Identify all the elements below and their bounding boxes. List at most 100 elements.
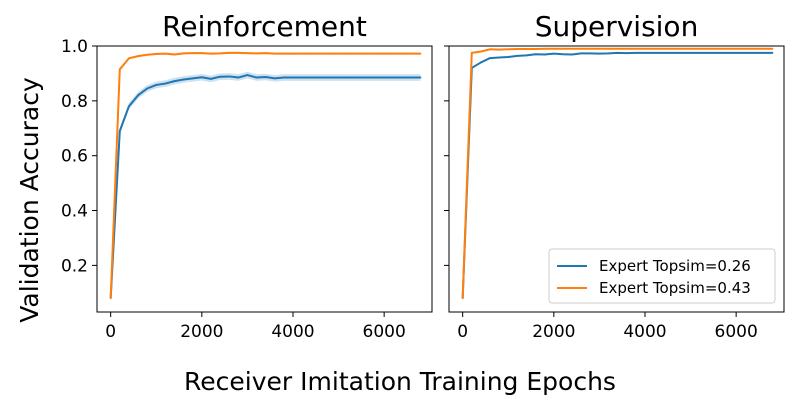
y-tick-label: 0.6 (61, 147, 88, 167)
series-2-band (110, 51, 421, 300)
series-2-point (735, 47, 737, 50)
y-tick-label: 1.0 (61, 37, 88, 57)
series-1-point (516, 55, 519, 57)
series-2-point (753, 47, 756, 50)
x-tick-label: 2000 (532, 322, 575, 342)
series-2-point (461, 297, 464, 300)
series-1-point (625, 52, 628, 54)
series-1-point (292, 76, 294, 79)
series-2-point (534, 48, 537, 50)
series-2-point (553, 47, 555, 50)
series-2-point (201, 52, 203, 54)
series-1-point (589, 52, 592, 55)
series-1-point (219, 75, 221, 78)
series-1-point (237, 76, 240, 79)
series-2-point (635, 47, 637, 50)
series-1-point (118, 130, 121, 132)
series-1-point (644, 52, 646, 54)
x-tick-label: 6000 (715, 322, 758, 342)
series-1-point (310, 76, 313, 79)
series-1-point (717, 52, 719, 54)
series-2-point (173, 53, 176, 56)
series-1-point (753, 52, 756, 54)
series-1-point (346, 76, 349, 79)
x-tick-label: 2000 (180, 322, 223, 342)
x-tick-label: 0 (105, 322, 116, 342)
series-2-point (137, 55, 139, 57)
series-1-line (109, 74, 421, 299)
series-2-point (264, 52, 267, 54)
series-1-point (562, 53, 564, 56)
series-2-point (771, 47, 774, 50)
y-tick-label: 0.8 (61, 92, 88, 112)
series-2-point (118, 68, 121, 71)
series-2-point (516, 48, 519, 50)
series-2-point (589, 47, 592, 50)
y-tick-label: 0.4 (61, 202, 88, 222)
series-2-point (616, 47, 619, 50)
series-1-point (255, 76, 258, 79)
legend-label: Expert Topsim=0.26 (599, 257, 751, 275)
series-2-point (210, 52, 212, 55)
series-2-point (219, 52, 221, 55)
series-1-point (607, 52, 610, 55)
series-1-point (228, 75, 230, 78)
series-group (109, 51, 422, 302)
series-1-point (164, 82, 167, 85)
series-2-line (109, 51, 421, 299)
series-2-point (598, 47, 601, 50)
series-2-point (401, 52, 404, 55)
series-2-point (328, 52, 331, 55)
series-1-point (580, 52, 582, 55)
series-2-point (255, 52, 258, 55)
series-2-point (346, 52, 349, 55)
series-1-point (264, 76, 267, 78)
axes-frame (96, 45, 433, 313)
series-2-point (480, 50, 482, 53)
series-2-point (525, 48, 528, 50)
series-1-point (401, 76, 404, 79)
series-2-point (717, 47, 719, 50)
series-1-point (137, 94, 139, 97)
legend: Expert Topsim=0.26 Expert Topsim=0.43 (548, 248, 776, 304)
series-2-point (228, 52, 230, 54)
series-2-point (109, 297, 112, 300)
figure-y-axis-label: Validation Accuracy (15, 77, 44, 323)
series-2-point (571, 47, 573, 50)
panel-reinforcement: 0 2000 4000 6000 0.2 0.4 0.6 0.8 1.0 Reinforcemen… (61, 10, 433, 342)
series-2-point (470, 52, 473, 54)
series-1-point (191, 77, 194, 80)
panel-title: Supervision (535, 10, 699, 43)
x-tick-label: 4000 (271, 322, 314, 342)
series-2-point (246, 52, 249, 54)
series-1-point (543, 53, 546, 56)
series-1-point (246, 74, 249, 76)
series-1-point (635, 52, 637, 54)
series-2-point (489, 48, 491, 51)
series-1-point (419, 76, 422, 79)
series-2-point (182, 52, 185, 55)
series-1-point (155, 84, 158, 86)
series-1-point (735, 52, 737, 54)
series-1-point (771, 52, 774, 54)
panel-title: Reinforcement (162, 10, 367, 43)
series-2-point (273, 52, 276, 55)
series-1-point (498, 56, 500, 59)
series-group (461, 47, 774, 300)
series-2-point (607, 47, 610, 50)
series-1-line (461, 51, 773, 299)
series-2-line (461, 47, 773, 299)
series-2-point (662, 47, 665, 50)
x-tick-label: 4000 (623, 322, 666, 342)
series-2-point (164, 52, 167, 55)
series-2-point (680, 47, 683, 50)
series-2-point (507, 48, 510, 51)
series-2-point (237, 52, 240, 54)
series-2-point (562, 47, 564, 50)
x-tick-label: 0 (457, 322, 468, 342)
series-2-point (498, 48, 500, 51)
series-2-point (543, 47, 546, 50)
legend-label: Expert Topsim=0.43 (599, 279, 751, 297)
series-1-band (110, 71, 421, 302)
